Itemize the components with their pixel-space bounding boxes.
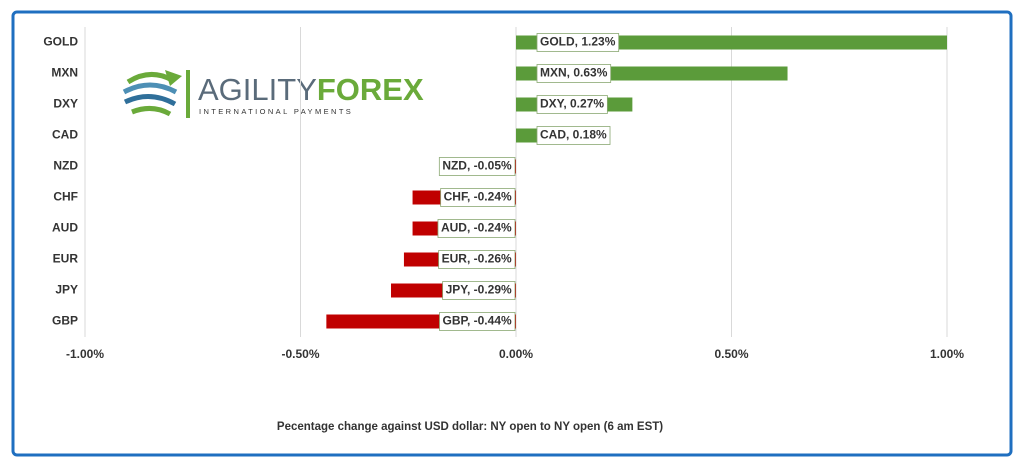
- y-tick-label: CHF: [53, 190, 78, 204]
- y-tick-label: GOLD: [43, 35, 78, 49]
- data-label-text: DXY, 0.27%: [540, 97, 604, 111]
- data-label-text: GBP, -0.44%: [443, 314, 512, 328]
- data-label-text: CHF, -0.24%: [444, 190, 512, 204]
- data-label-box: [536, 33, 620, 52]
- x-axis-label: Pecentage change against USD dollar: NY …: [277, 421, 663, 433]
- logo-text: AGILITYFOREX: [198, 72, 424, 107]
- data-label-text: JPY, -0.29%: [446, 283, 512, 297]
- x-tick-label: -0.50%: [281, 347, 319, 361]
- data-label-box: [439, 312, 516, 331]
- x-tick-label: -1.00%: [66, 347, 104, 361]
- data-label: AUD, -0.24%: [437, 219, 516, 238]
- data-label-text: GOLD, 1.23%: [540, 35, 616, 49]
- data-label-box: [438, 157, 516, 176]
- logo-tagline: INTERNATIONAL PAYMENTS: [199, 107, 353, 116]
- data-label-box: [536, 95, 608, 114]
- data-label: CHF, -0.24%: [440, 188, 516, 207]
- y-tick-label: DXY: [53, 97, 78, 111]
- data-label-text: MXN, 0.63%: [540, 66, 608, 80]
- data-label-box: [437, 219, 516, 238]
- x-tick-label: 0.00%: [499, 347, 533, 361]
- data-label-box: [536, 64, 612, 83]
- y-tick-label: EUR: [53, 252, 79, 266]
- y-tick-label: MXN: [51, 66, 78, 80]
- data-label: JPY, -0.29%: [442, 281, 516, 300]
- data-label-box: [442, 281, 516, 300]
- data-label: NZD, -0.05%: [438, 157, 516, 176]
- data-label: GBP, -0.44%: [439, 312, 516, 331]
- data-label-box: [438, 250, 516, 269]
- bar: [516, 35, 947, 50]
- data-label: CAD, 0.18%: [536, 126, 611, 145]
- data-label-box: [536, 126, 611, 145]
- data-label: DXY, 0.27%: [536, 95, 608, 114]
- data-label: GOLD, 1.23%: [536, 33, 620, 52]
- data-label-text: NZD, -0.05%: [442, 159, 512, 173]
- y-tick-label: CAD: [52, 128, 78, 142]
- y-tick-label: JPY: [55, 283, 78, 297]
- logo: AGILITYFOREX INTERNATIONAL PAYMENTS: [122, 70, 424, 118]
- x-tick-label: 1.00%: [930, 347, 964, 361]
- data-label: MXN, 0.63%: [536, 64, 612, 83]
- data-label-box: [440, 188, 516, 207]
- y-tick-label: NZD: [53, 159, 78, 173]
- data-label-text: AUD, -0.24%: [441, 221, 512, 235]
- y-tick-label: GBP: [52, 314, 78, 328]
- data-label-text: EUR, -0.26%: [442, 252, 512, 266]
- data-label-text: CAD, 0.18%: [540, 128, 607, 142]
- x-tick-label: 0.50%: [714, 347, 748, 361]
- y-tick-label: AUD: [52, 221, 78, 235]
- data-label: EUR, -0.26%: [438, 250, 516, 269]
